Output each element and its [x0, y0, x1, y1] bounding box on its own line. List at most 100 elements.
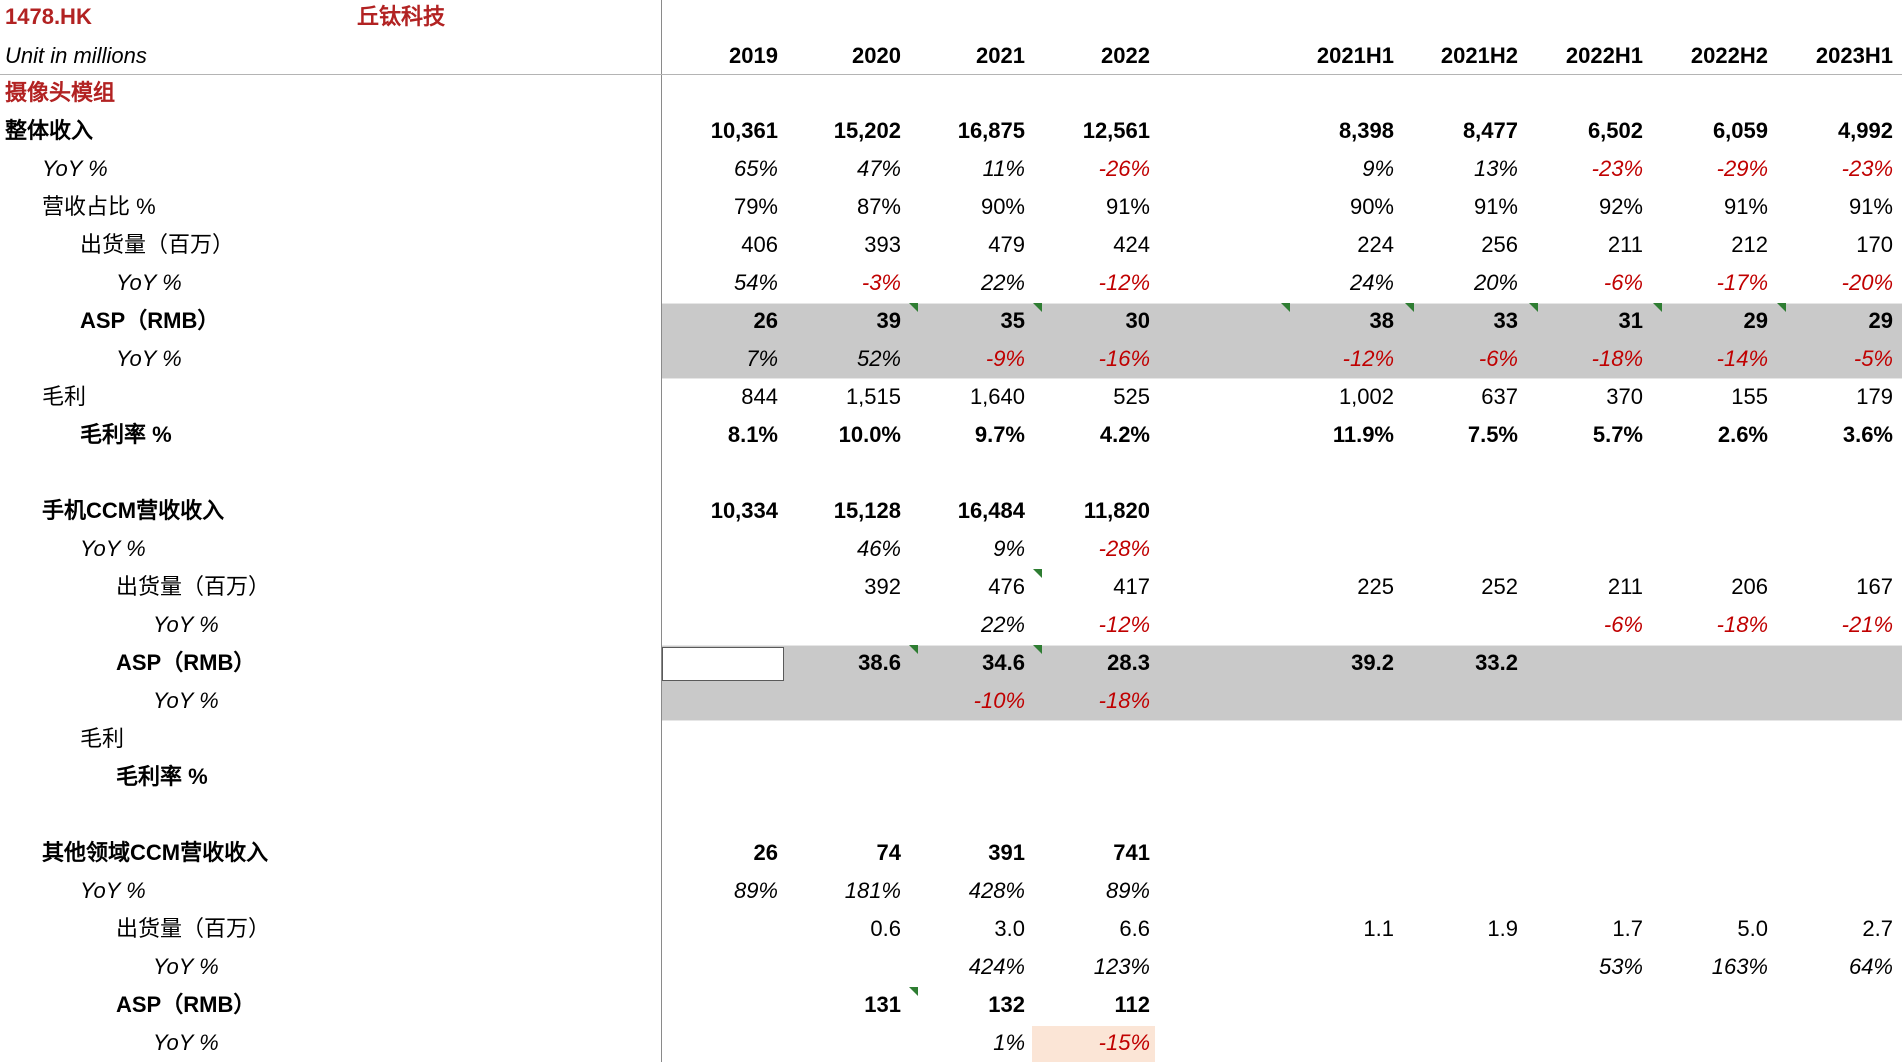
cell-value[interactable]: -15%: [1098, 1030, 1150, 1055]
cell-value[interactable]: -23%: [1841, 156, 1893, 181]
cell-value[interactable]: 22%: [980, 270, 1025, 295]
row-label[interactable]: ASP（RMB）: [80, 308, 220, 333]
cell-value[interactable]: 637: [1481, 384, 1518, 409]
comment-marker[interactable]: [1033, 645, 1042, 654]
row-label[interactable]: YoY %: [153, 1030, 219, 1055]
cell-value[interactable]: -9%: [985, 346, 1025, 371]
comment-marker[interactable]: [1405, 303, 1414, 312]
cell-value[interactable]: 87%: [856, 194, 901, 219]
column-header[interactable]: 2021: [976, 43, 1025, 68]
column-header[interactable]: 2023H1: [1815, 43, 1893, 68]
cell-value[interactable]: 1,515: [845, 384, 901, 409]
comment-marker[interactable]: [1653, 303, 1662, 312]
cell-value[interactable]: 11%: [982, 156, 1025, 181]
cell-value[interactable]: 74: [876, 840, 901, 865]
row-label[interactable]: 出货量（百万）: [116, 916, 271, 941]
cell-value[interactable]: 28.3: [1107, 650, 1150, 675]
cell-value[interactable]: 9%: [993, 536, 1025, 561]
cell-value[interactable]: 170: [1856, 232, 1893, 257]
comment-marker[interactable]: [1281, 303, 1290, 312]
cell-value[interactable]: -12%: [1098, 270, 1150, 295]
row-label[interactable]: YoY %: [153, 612, 219, 637]
cell-value[interactable]: 211: [1607, 574, 1643, 599]
row-label[interactable]: YoY %: [116, 270, 182, 295]
cell-value[interactable]: -6%: [1603, 270, 1643, 295]
cell-value[interactable]: 26: [753, 308, 778, 333]
cell-value[interactable]: 123%: [1093, 954, 1150, 979]
cell-value[interactable]: 33.2: [1475, 650, 1518, 675]
cell-value[interactable]: 741: [1113, 840, 1150, 865]
cell-value[interactable]: 89%: [1105, 878, 1150, 903]
row-label[interactable]: YoY %: [80, 878, 146, 903]
cell-value[interactable]: -12%: [1342, 346, 1394, 371]
cell-value[interactable]: -29%: [1716, 156, 1768, 181]
cell-value[interactable]: 13%: [1473, 156, 1518, 181]
cell-value[interactable]: 225: [1357, 574, 1394, 599]
cell-value[interactable]: 212: [1731, 232, 1768, 257]
cell-value[interactable]: 54%: [733, 270, 778, 295]
cell-value[interactable]: -5%: [1853, 346, 1893, 371]
cell-value[interactable]: 47%: [856, 156, 901, 181]
cell-value[interactable]: 5.7%: [1592, 422, 1643, 447]
cell-value[interactable]: 38.6: [858, 650, 901, 675]
cell-value[interactable]: 12,561: [1082, 118, 1150, 143]
cell-value[interactable]: 11.9%: [1332, 422, 1394, 447]
cell-value[interactable]: 16,484: [957, 498, 1025, 523]
cell-value[interactable]: -18%: [1098, 688, 1150, 713]
row-label[interactable]: ASP（RMB）: [116, 650, 256, 675]
cell-value[interactable]: 163%: [1711, 954, 1768, 979]
cell-value[interactable]: 8,477: [1462, 118, 1518, 143]
cell-value[interactable]: -14%: [1716, 346, 1768, 371]
cell-value[interactable]: 10,361: [710, 118, 778, 143]
cell-value[interactable]: 1%: [993, 1030, 1025, 1055]
row-label[interactable]: 其他领域CCM营收收入: [42, 840, 269, 865]
comment-marker[interactable]: [909, 987, 918, 996]
row-label[interactable]: 手机CCM营收收入: [42, 498, 225, 523]
cell-value[interactable]: 1,640: [969, 384, 1025, 409]
row-label[interactable]: YoY %: [153, 954, 219, 979]
cell-value[interactable]: 476: [988, 574, 1025, 599]
cell-value[interactable]: 22%: [980, 612, 1025, 637]
cell-value[interactable]: 2.6%: [1717, 422, 1768, 447]
cell-value[interactable]: 31: [1618, 308, 1643, 333]
cell-value[interactable]: 132: [988, 992, 1025, 1017]
cell-value[interactable]: 844: [741, 384, 778, 409]
cell-value[interactable]: 252: [1481, 574, 1518, 599]
cell-value[interactable]: 211: [1607, 232, 1643, 257]
cell-value[interactable]: 424%: [968, 954, 1025, 979]
cell-value[interactable]: 92%: [1598, 194, 1643, 219]
cell-value[interactable]: 417: [1113, 574, 1150, 599]
cell-value[interactable]: 112: [1114, 992, 1151, 1017]
cell-value[interactable]: 15,128: [833, 498, 901, 523]
cell-value[interactable]: 10.0%: [838, 422, 901, 447]
comment-marker[interactable]: [1777, 303, 1786, 312]
cell-value[interactable]: 4,992: [1837, 118, 1893, 143]
cell-value[interactable]: -10%: [973, 688, 1025, 713]
cell-value[interactable]: 33: [1493, 308, 1518, 333]
cell-value[interactable]: -23%: [1591, 156, 1643, 181]
cell-value[interactable]: 16,875: [957, 118, 1025, 143]
cell-value[interactable]: -18%: [1591, 346, 1643, 371]
cell-value[interactable]: 4.2%: [1099, 422, 1150, 447]
cell-value[interactable]: 479: [988, 232, 1025, 257]
cell-value[interactable]: 181%: [844, 878, 901, 903]
cell-value[interactable]: 131: [864, 992, 901, 1017]
cell-value[interactable]: 0.6: [870, 916, 901, 941]
cell-value[interactable]: 224: [1357, 232, 1394, 257]
cell-value[interactable]: 29: [1868, 308, 1893, 333]
comment-marker[interactable]: [909, 303, 918, 312]
cell-value[interactable]: 29: [1743, 308, 1768, 333]
comment-marker[interactable]: [1033, 569, 1042, 578]
cell-value[interactable]: 79%: [733, 194, 778, 219]
cell-value[interactable]: 1.1: [1363, 916, 1394, 941]
cell-value[interactable]: 38: [1369, 308, 1394, 333]
cell-value[interactable]: 3.0: [994, 916, 1025, 941]
cell-value[interactable]: 11,820: [1083, 498, 1150, 523]
cell-value[interactable]: -3%: [861, 270, 901, 295]
cell-value[interactable]: 8,398: [1338, 118, 1394, 143]
cell-value[interactable]: 206: [1731, 574, 1768, 599]
cell-value[interactable]: 9.7%: [974, 422, 1025, 447]
row-label[interactable]: YoY %: [116, 346, 182, 371]
cell-value[interactable]: -17%: [1716, 270, 1768, 295]
row-label[interactable]: 毛利: [42, 384, 87, 409]
